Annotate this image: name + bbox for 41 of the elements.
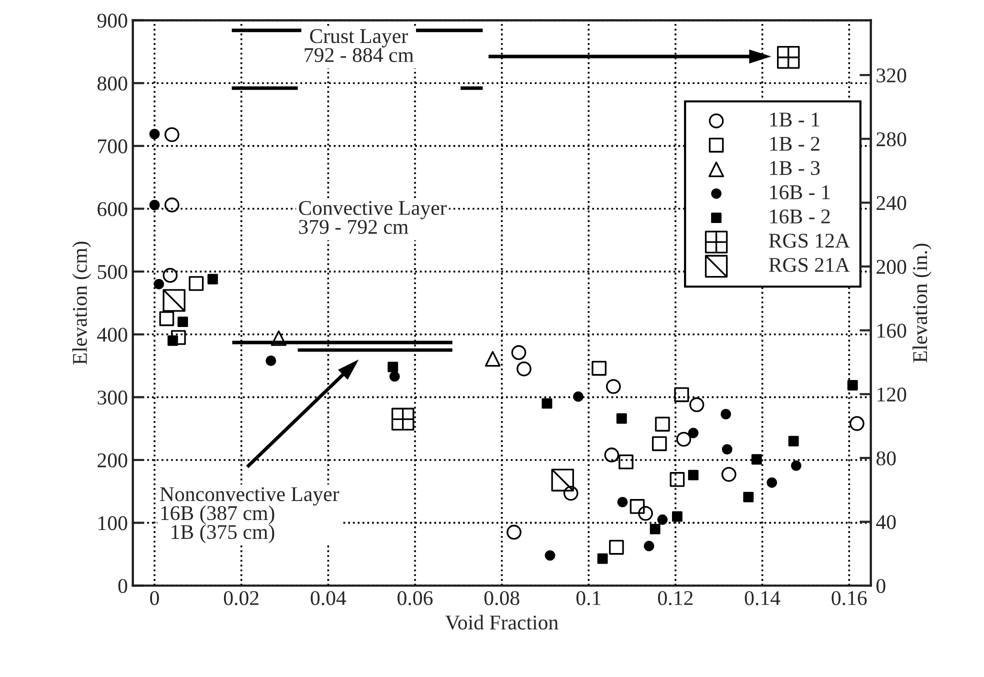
y-axis-title: Elevation (cm)	[72, 242, 92, 365]
y2-tick-label: 80	[876, 451, 896, 466]
x-tick-label: 0.06	[398, 591, 433, 606]
y2-axis-title: Elevation (in.)	[912, 244, 932, 363]
legend-label: 1B - 3	[770, 161, 820, 176]
legend-label: 16B - 1	[770, 185, 830, 200]
legend-label: 1B - 2	[770, 136, 820, 151]
y-tick-label: 400	[97, 328, 128, 342]
legend-label: RGS 12A	[768, 234, 850, 248]
x-tick-label: 0.1	[576, 591, 600, 606]
y2-tick-label: 200	[876, 260, 906, 274]
annotation: Crust Layer 792 - 884 cm	[304, 29, 414, 62]
legend-label: RGS 21A	[768, 258, 850, 272]
y-tick-label: 200	[98, 453, 128, 468]
x-axis-title: Void Fraction	[445, 614, 558, 630]
annotation: Convective Layer 379 - 792 cm	[299, 201, 447, 234]
y-tick-label: 100	[98, 516, 128, 530]
y-tick-label: 800	[98, 76, 128, 91]
y2-tick-label: 40	[876, 515, 896, 530]
y-tick-label: 300	[98, 390, 128, 405]
y-tick-label: 0	[118, 578, 128, 594]
x-tick-label: 0.16	[832, 591, 867, 606]
y-tick-label: 600	[98, 202, 128, 216]
x-tick-label: 0.14	[744, 591, 780, 606]
y2-tick-label: 320	[876, 68, 906, 82]
y-tick-label: 700	[98, 139, 128, 154]
annotation: Nonconvective Layer 16B (387 cm) 1B (375 cm)	[160, 487, 340, 544]
y2-tick-label: 240	[876, 196, 906, 210]
x-tick-label: 0.04	[310, 591, 346, 606]
y-tick-label: 500	[98, 264, 128, 279]
x-tick-label: 0.12	[658, 591, 693, 606]
legend-label: 16B - 2	[770, 210, 830, 224]
y2-tick-label: 120	[878, 388, 906, 402]
y-tick-label: 900	[97, 14, 128, 28]
x-tick-label: 0	[150, 591, 159, 606]
x-tick-label: 0.02	[224, 591, 258, 606]
x-tick-label: 0.08	[484, 591, 520, 606]
y2-tick-label: 0	[876, 578, 886, 594]
y2-tick-label: 280	[876, 132, 906, 146]
y2-tick-label: 160	[878, 324, 906, 338]
legend-label: 1B - 1	[770, 112, 820, 126]
